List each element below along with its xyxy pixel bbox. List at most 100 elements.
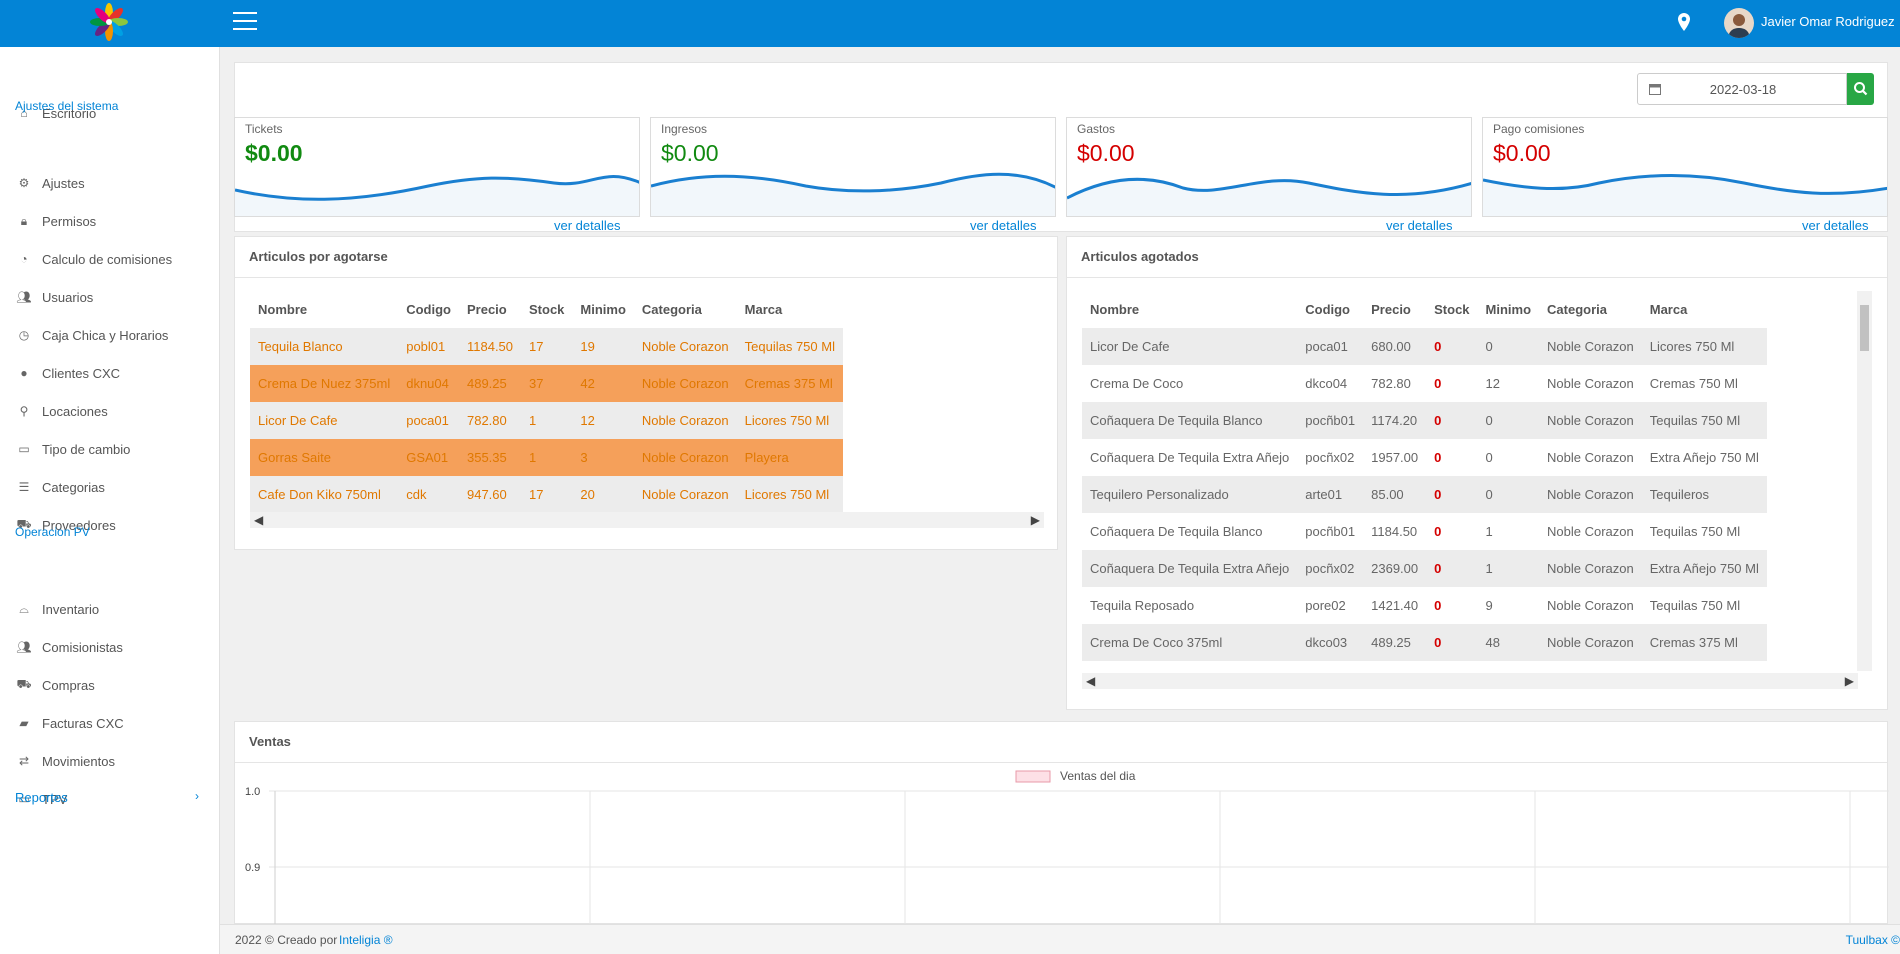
table-cell: Coñaquera De Tequila Extra Añejo (1090, 450, 1290, 465)
table-row[interactable]: Crema De Coco dkco04 782.80 0 12 Noble Corazo… (1082, 365, 1767, 402)
out-of-stock-table: Nombre Codigo Precio Stock Minimo Categoria Ma… (1082, 291, 1767, 661)
sidebar-item-label: Movimientos (42, 753, 115, 769)
table-cell: 0 (1426, 476, 1478, 513)
table-row[interactable]: Tequila Blanco pobl01 1184.50 17 19 Noble Cor… (250, 328, 843, 365)
chevron-right-icon[interactable]: › (195, 789, 199, 803)
table-row[interactable]: Crema De Nuez 375ml dknu04 489.25 37 42 Noble… (250, 365, 843, 402)
monitor-icon: ▭ (18, 792, 30, 806)
chevron-right-icon[interactable]: ▶ (1844, 674, 1854, 688)
date-filter-input[interactable]: 2022-03-18 (1637, 73, 1847, 105)
column-header[interactable]: Codigo (406, 302, 451, 317)
column-header[interactable]: Stock (529, 302, 565, 317)
table-cell: Licores 750 Ml (736, 402, 843, 439)
column-header[interactable]: Nombre (1090, 302, 1140, 317)
sidebar-item-16[interactable]: ▭ TPV (0, 785, 220, 813)
table-cell: 1184.50 (1371, 524, 1418, 539)
sidebar-item-label: Escritorio (42, 105, 97, 121)
table-row[interactable]: Licor De Cafe poca01 680.00 0 0 Noble Corazon… (1082, 328, 1767, 365)
sidebar-item-15[interactable]: ⇄ Movimientos (0, 747, 220, 775)
sidebar-item-7[interactable]: ⚲ Locaciones (0, 397, 220, 425)
table-cell: Coñaquera De Tequila Extra Añejo (1082, 550, 1298, 587)
sidebar-item-2[interactable]: 🔒︎ Permisos (0, 207, 220, 235)
column-header[interactable]: Codigo (1305, 302, 1350, 317)
ver-detalles-link[interactable]: ver detalles (1386, 218, 1453, 233)
sidebar-item-reportes[interactable]: Reportes (15, 790, 68, 805)
map-pin-icon[interactable] (1677, 12, 1691, 32)
table-row[interactable]: Coñaquera De Tequila Blanco pocñb01 1174.2… (1082, 402, 1767, 439)
column-header[interactable]: Precio (1371, 302, 1411, 317)
column-header[interactable]: Categoria (1547, 302, 1607, 317)
column-header[interactable]: Marca (744, 302, 783, 317)
vertical-scrollbar[interactable] (1857, 291, 1872, 671)
table-row[interactable]: Gorras Saite GSA01 355.35 1 3 Noble Corazon Pl… (250, 439, 843, 476)
table-row[interactable]: Tequila Reposado pore02 1421.40 0 9 Noble Cor… (1082, 587, 1767, 624)
table-cell: pocñb01 (1297, 402, 1364, 439)
sidebar-item-5[interactable]: ◷ Caja Chica y Horarios (0, 321, 220, 349)
table-cell: 0 (1477, 328, 1540, 365)
ver-detalles-link[interactable]: ver detalles (554, 218, 621, 233)
logo-icon[interactable] (88, 2, 130, 42)
stat-label: Ingresos (661, 122, 708, 136)
sidebar-item-label: Caja Chica y Horarios (42, 327, 169, 343)
ver-detalles-link[interactable]: ver detalles (970, 218, 1037, 233)
table-row[interactable]: Licor De Cafe poca01 782.80 1 12 Noble Corazo… (250, 402, 843, 439)
table-cell: poca01 (398, 402, 459, 439)
sidebar-item-6[interactable]: ● Clientes CXC (0, 359, 220, 387)
footer-right-link[interactable]: Tuulbax © (1845, 933, 1900, 947)
sidebar-item-10[interactable]: ⛟ Proveedores (0, 511, 220, 539)
table-cell: Tequileros (1641, 476, 1767, 513)
cart-icon: ⛟ (16, 517, 32, 531)
search-button[interactable] (1847, 73, 1874, 105)
chevron-left-icon[interactable]: ◀ (1086, 674, 1096, 688)
horizontal-scrollbar[interactable]: ◀ ▶ (1082, 673, 1858, 689)
table-row[interactable]: Cafe Don Kiko 750ml cdk 947.60 17 20 Noble Co… (250, 476, 843, 513)
sidebar-item-14[interactable]: ▰ Facturas CXC (0, 709, 220, 737)
stat-label: Gastos (1077, 122, 1116, 136)
avatar[interactable] (1724, 8, 1754, 38)
table-row[interactable]: Coñaquera De Tequila Extra Añejo pocñx02 2… (1082, 550, 1767, 587)
stat-label: Tickets (245, 122, 283, 136)
sidebar-item-13[interactable]: ⛟ Compras (0, 671, 220, 699)
sidebar-item-label: Comisionistas (42, 639, 123, 655)
table-cell: Noble Corazon (1547, 598, 1634, 613)
table-cell: pocñx02 (1297, 550, 1364, 587)
table-cell: 3 (572, 439, 634, 476)
table-cell: Cremas 750 Ml (1649, 376, 1738, 391)
column-header[interactable]: Stock (1434, 302, 1470, 317)
table-cell: 12 (572, 402, 634, 439)
menu-toggle-icon[interactable] (233, 12, 257, 32)
column-header[interactable]: Precio (466, 302, 507, 317)
stat-amount: $0.00 (245, 140, 303, 166)
chevron-left-icon[interactable]: ◀ (254, 513, 264, 527)
sidebar-item-1[interactable]: ⚙ Ajustes (0, 169, 220, 197)
table-row[interactable]: Coñaquera De Tequila Extra Añejo pocñx02 1… (1082, 439, 1767, 476)
table-row[interactable]: Tequilero Personalizado arte01 85.00 0 0 Nobl… (1082, 476, 1767, 513)
user-icon: ● (20, 366, 28, 380)
top-bar: Javier Omar Rodriguez (0, 0, 1900, 47)
sidebar-item-12[interactable]: 👥︎ Comisionistas (0, 633, 220, 661)
stat-amount: $0.00 (1493, 140, 1551, 166)
chevron-right-icon[interactable]: ▶ (1030, 513, 1040, 527)
footer-brand-link[interactable]: Inteligia ® (339, 933, 393, 947)
column-header[interactable]: Nombre (258, 302, 308, 317)
table-row[interactable]: Crema De Coco 375ml dkco03 489.25 0 48 Noble … (1082, 624, 1767, 661)
table-row[interactable]: Coñaquera De Tequila Blanco pocñb01 1184.5… (1082, 513, 1767, 550)
sidebar-item-3[interactable]: ◔ Calculo de comisiones (0, 245, 220, 273)
sidebar-item-4[interactable]: 👥︎ Usuarios (0, 283, 220, 311)
sidebar-item-8[interactable]: ▭ Tipo de cambio (0, 435, 220, 463)
table-cell: 0 (1477, 402, 1540, 439)
column-header[interactable]: Categoria (641, 302, 702, 317)
sidebar-item-11[interactable]: ⌓ Inventario (0, 595, 220, 623)
ver-detalles-link[interactable]: ver detalles (1802, 218, 1869, 233)
column-header[interactable]: Minimo (580, 302, 626, 317)
sparkline (1483, 174, 1887, 216)
sidebar-item-9[interactable]: ☰ Categorias (0, 473, 220, 501)
home-icon: ⌂ (20, 106, 28, 120)
scrollbar-thumb[interactable] (1860, 305, 1869, 351)
column-header[interactable]: Marca (1649, 302, 1688, 317)
column-header[interactable]: Minimo (1485, 302, 1532, 317)
sales-panel: Ventas Ventas del dia 1.0 0.9 (234, 721, 1889, 925)
user-name[interactable]: Javier Omar Rodriguez (1761, 14, 1895, 29)
horizontal-scrollbar[interactable]: ◀ ▶ (250, 512, 1044, 528)
sidebar-item-0[interactable]: ⌂ Escritorio (0, 99, 220, 127)
